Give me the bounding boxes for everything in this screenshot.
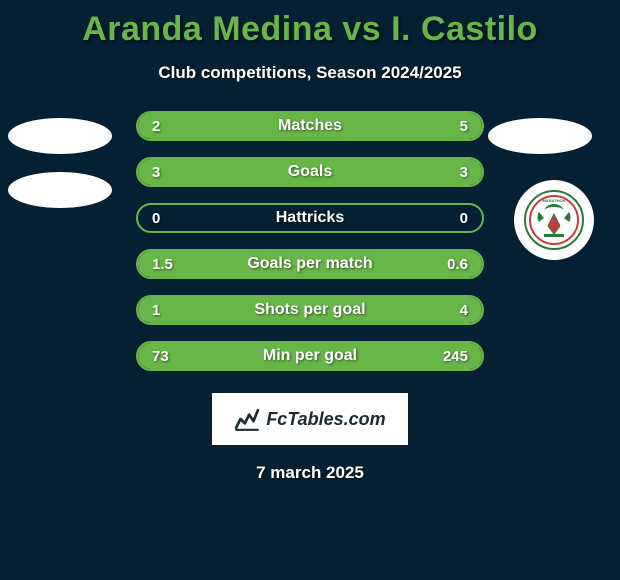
brand-text: FcTables.com bbox=[266, 409, 385, 430]
stat-value-right: 4 bbox=[460, 302, 468, 319]
stat-label: Goals per match bbox=[138, 255, 482, 273]
stat-value-right: 0.6 bbox=[447, 256, 468, 273]
stat-label: Shots per goal bbox=[138, 301, 482, 319]
stat-value-right: 0 bbox=[460, 210, 468, 227]
date-label: 7 march 2025 bbox=[0, 463, 620, 483]
stat-value-right: 245 bbox=[443, 348, 468, 365]
stat-row: 73Min per goal245 bbox=[136, 341, 484, 371]
crest-icon: MARATHON bbox=[524, 190, 584, 250]
chart-icon bbox=[234, 406, 260, 432]
stat-value-right: 5 bbox=[460, 118, 468, 135]
stat-row: 1.5Goals per match0.6 bbox=[136, 249, 484, 279]
stat-row: 1Shots per goal4 bbox=[136, 295, 484, 325]
stat-row: 3Goals3 bbox=[136, 157, 484, 187]
stat-label: Goals bbox=[138, 163, 482, 181]
brand-banner[interactable]: FcTables.com bbox=[212, 393, 408, 445]
player-right-badge bbox=[488, 118, 592, 154]
page-subtitle: Club competitions, Season 2024/2025 bbox=[0, 63, 620, 83]
page-title: Aranda Medina vs I. Castilo bbox=[0, 0, 620, 49]
svg-text:MARATHON: MARATHON bbox=[542, 198, 565, 203]
stat-value-right: 3 bbox=[460, 164, 468, 181]
stat-label: Hattricks bbox=[138, 209, 482, 227]
stats-list: 2Matches5 3Goals3 0Hattricks0 1.5Goals per … bbox=[136, 111, 484, 371]
player-left-badge-1 bbox=[8, 118, 112, 154]
stat-label: Matches bbox=[138, 117, 482, 135]
stat-label: Min per goal bbox=[138, 347, 482, 365]
player-left-badge-2 bbox=[8, 172, 112, 208]
stat-row: 2Matches5 bbox=[136, 111, 484, 141]
stat-row: 0Hattricks0 bbox=[136, 203, 484, 233]
club-crest-right: MARATHON bbox=[514, 180, 594, 260]
